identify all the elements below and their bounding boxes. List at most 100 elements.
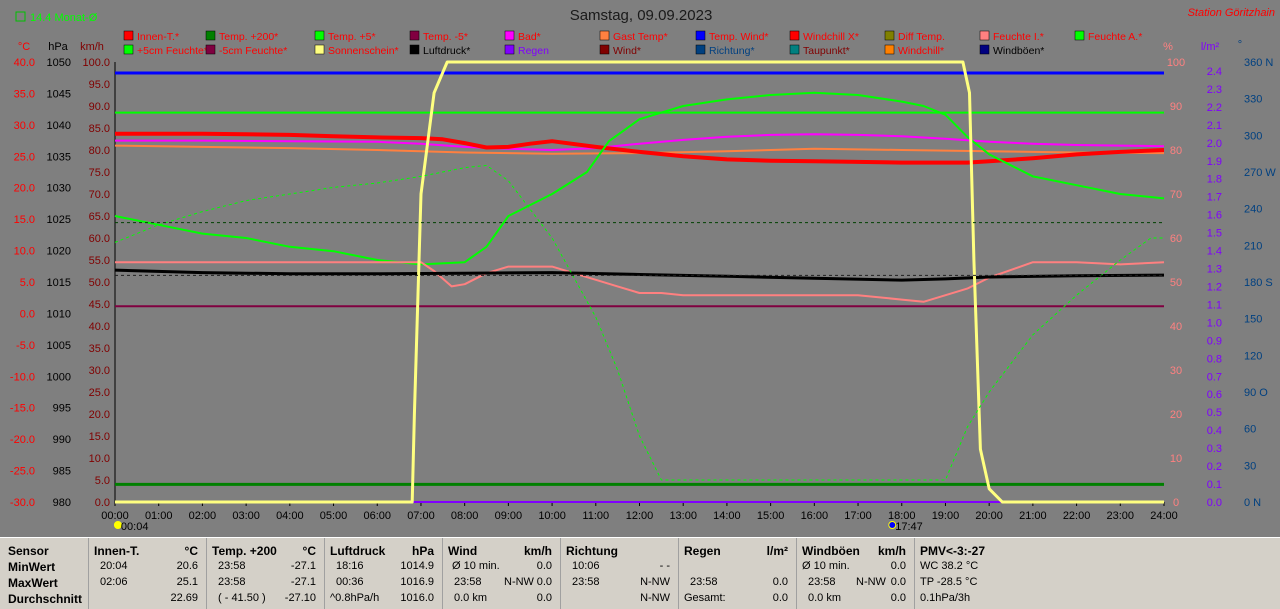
section-pmv: PMV<-3:-27 WC 38.2 °C TP -28.5 °C 0.1hPa… xyxy=(914,538,1280,609)
luftdruck-avg-value: 1016.0 xyxy=(400,592,434,604)
legend-swatch xyxy=(599,30,610,41)
legend-label: Bad* xyxy=(518,31,541,43)
tick-label-kmh: 70.0 xyxy=(89,189,110,201)
richtung-avg-value: N-NW xyxy=(640,592,670,604)
regen-max-time: 23:58 xyxy=(690,576,718,588)
richtung-max-time: 23:58 xyxy=(572,576,600,588)
tick-label-direction: 180 S xyxy=(1244,277,1273,289)
richtung-min-time: 10:06 xyxy=(572,560,600,572)
tick-label-kmh: 0.0 xyxy=(95,497,110,509)
tick-label-celsius: 30.0 xyxy=(14,120,35,132)
tick-label-percent: 50 xyxy=(1170,277,1182,289)
legend-swatch xyxy=(979,44,990,55)
axes: °C hPa km/h% l/m² ° 40.0 35.0 30.0 25.0 20.0 15.0 1… xyxy=(10,39,1276,522)
windboeen-min-value: 0.0 xyxy=(890,560,906,572)
luftdruck-max-value: 1016.9 xyxy=(400,576,434,588)
tick-label-kmh: 95.0 xyxy=(89,79,110,91)
series-line xyxy=(115,60,1164,504)
tick-label-rain: 0.5 xyxy=(1207,407,1222,419)
wind-distance: 0.0 km xyxy=(454,592,488,604)
legend-swatch xyxy=(695,44,706,55)
tick-label-percent: 20 xyxy=(1170,409,1182,421)
tick-label-hpa: 1020 xyxy=(47,246,71,258)
sunset-label: 17:47 xyxy=(895,521,923,533)
legend-swatch xyxy=(695,30,706,41)
tick-label-direction: 360 N xyxy=(1244,57,1273,69)
temp200-header: Temp. +200 xyxy=(212,544,277,558)
tick-label-kmh: 65.0 xyxy=(89,211,110,223)
tick-label-celsius: -25.0 xyxy=(10,466,35,478)
x-tick-label: 17:00 xyxy=(844,510,872,522)
tick-label-rain: 2.1 xyxy=(1207,120,1222,132)
tick-label-celsius: 20.0 xyxy=(14,183,35,195)
tick-label-rain: 1.6 xyxy=(1207,210,1222,222)
windboeen-min-time: Ø 10 min. xyxy=(802,560,850,572)
tick-label-kmh: 30.0 xyxy=(89,365,110,377)
innen-avg-value: 22.69 xyxy=(170,592,198,604)
x-tick-label: 16:00 xyxy=(801,510,829,522)
regen-header: Regen xyxy=(684,544,721,558)
axis-unit-rain: l/m² xyxy=(1201,41,1220,53)
tick-label-direction: 150 xyxy=(1244,314,1262,326)
legend-label: +5cm Feuchte* xyxy=(137,45,208,57)
legend-label: Wind* xyxy=(613,45,641,57)
legend-label: Diff Temp. xyxy=(898,31,945,43)
legend-swatch xyxy=(205,44,216,55)
tick-label-kmh: 40.0 xyxy=(89,321,110,333)
tick-label-celsius: 10.0 xyxy=(14,246,35,258)
wind-min-time: Ø 10 min. xyxy=(452,560,500,572)
tick-label-rain: 1.4 xyxy=(1207,246,1222,258)
tick-label-percent: 90 xyxy=(1170,101,1182,113)
temp200-min-value: -27.1 xyxy=(290,560,316,572)
legend-label: Taupunkt* xyxy=(803,45,850,57)
windboeen-unit: km/h xyxy=(877,544,906,558)
tick-label-kmh: 25.0 xyxy=(89,387,110,399)
windboeen-avg-value: 0.0 xyxy=(890,592,906,604)
tick-label-kmh: 75.0 xyxy=(89,167,110,179)
wind-min-value: 0.0 xyxy=(536,560,552,572)
chart-background xyxy=(0,0,1280,537)
x-tick-label: 02:00 xyxy=(189,510,217,522)
tick-label-rain: 0.8 xyxy=(1207,353,1222,365)
luftdruck-max-time: 00:36 xyxy=(336,576,364,588)
tick-label-hpa: 1050 xyxy=(47,57,71,69)
legend-swatch xyxy=(599,44,610,55)
innen-unit: °C xyxy=(184,544,198,558)
x-tick-label: 14:00 xyxy=(713,510,741,522)
tick-label-hpa: 1000 xyxy=(47,371,71,383)
chart-area: Samstag, 09.09.2023 Station Göritzhain 1… xyxy=(0,0,1280,537)
temp200-max-value: -27.1 xyxy=(290,576,316,588)
tick-label-rain: 0.2 xyxy=(1207,461,1222,473)
tick-label-celsius: -15.0 xyxy=(10,403,35,415)
tick-label-direction: 90 O xyxy=(1244,387,1268,399)
tick-label-hpa: 1005 xyxy=(47,340,71,352)
legend-swatch xyxy=(123,44,134,55)
tick-label-kmh: 100.0 xyxy=(82,57,110,69)
legend-swatch xyxy=(409,44,420,55)
tick-label-direction: 300 xyxy=(1244,130,1262,142)
section-windboeen: Windböen km/h Ø 10 min. 0.0 23:58 N-NW 0… xyxy=(796,538,915,609)
legend-label: Temp. Wind* xyxy=(709,31,769,43)
temp200-avg-time: ( - 41.50 ) xyxy=(218,592,266,604)
legend-label: Windchill* xyxy=(898,45,944,57)
legend-label: Regen xyxy=(518,45,549,57)
legend-swatch xyxy=(884,30,895,41)
x-tick-label: 18:00 xyxy=(888,510,916,522)
tick-label-kmh: 55.0 xyxy=(89,255,110,267)
tick-label-rain: 1.9 xyxy=(1207,156,1222,168)
wind-unit: km/h xyxy=(523,544,552,558)
x-tick-label: 00:00 xyxy=(101,510,129,522)
x-tick-label: 03:00 xyxy=(232,510,260,522)
luftdruck-trend: ^0.8hPa/h xyxy=(330,592,380,604)
regen-max-value: 0.0 xyxy=(772,576,788,588)
windboeen-max-time: 23:58 xyxy=(808,576,836,588)
tick-label-direction: 270 W xyxy=(1244,167,1276,179)
legend-label: Gast Temp* xyxy=(613,31,668,43)
x-tick-label: 05:00 xyxy=(320,510,348,522)
tick-label-kmh: 60.0 xyxy=(89,233,110,245)
legend-swatch xyxy=(789,44,800,55)
x-tick-label: 23:00 xyxy=(1107,510,1135,522)
tick-label-percent: 40 xyxy=(1170,321,1182,333)
x-tick-label: 13:00 xyxy=(669,510,697,522)
section-luftdruck: Luftdruck hPa 18:16 1014.9 00:36 1016.9 … xyxy=(324,538,443,609)
